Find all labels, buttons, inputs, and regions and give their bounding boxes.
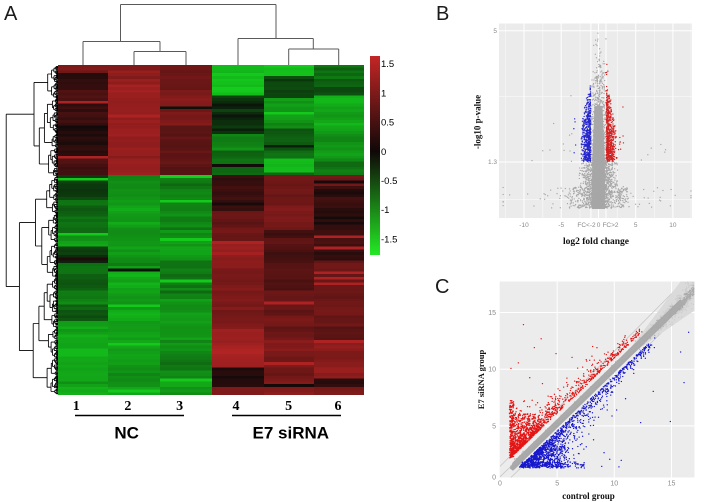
- svg-text:FC>2: FC>2: [602, 222, 618, 229]
- svg-text:4: 4: [233, 399, 240, 414]
- svg-text:-1.5: -1.5: [381, 235, 397, 246]
- svg-text:0: 0: [492, 475, 496, 482]
- svg-text:1: 1: [73, 399, 80, 414]
- svg-text:5: 5: [634, 222, 638, 229]
- svg-text:10: 10: [669, 222, 677, 229]
- svg-text:2: 2: [124, 399, 131, 414]
- svg-text:15: 15: [488, 310, 496, 317]
- svg-text:E7 siRNA: E7 siRNA: [253, 424, 330, 443]
- svg-text:-1: -1: [381, 205, 389, 216]
- svg-text:5: 5: [555, 481, 559, 488]
- svg-text:0.5: 0.5: [381, 118, 394, 129]
- svg-text:control group: control group: [562, 491, 614, 501]
- svg-text:0: 0: [597, 222, 601, 229]
- svg-text:-5: -5: [558, 222, 564, 229]
- svg-text:0: 0: [498, 481, 502, 488]
- svg-text:-10: -10: [519, 222, 529, 229]
- svg-text:1.5: 1.5: [381, 59, 394, 70]
- svg-text:E7 siRNA group: E7 siRNA group: [476, 350, 486, 410]
- svg-text:15: 15: [668, 481, 676, 488]
- svg-text:6: 6: [335, 399, 342, 414]
- svg-text:-0.5: -0.5: [381, 176, 397, 187]
- svg-text:log2 fold change: log2 fold change: [563, 237, 629, 247]
- svg-text:0: 0: [381, 147, 386, 158]
- svg-text:1.3: 1.3: [488, 159, 497, 166]
- svg-text:3: 3: [176, 399, 183, 414]
- svg-text:FC<-2: FC<-2: [577, 222, 596, 229]
- svg-text:5: 5: [285, 399, 292, 414]
- svg-text:10: 10: [610, 481, 618, 488]
- svg-text:5: 5: [492, 423, 496, 430]
- svg-text:1: 1: [381, 89, 386, 100]
- svg-text:-log10 p-value: -log10 p-value: [473, 95, 483, 149]
- svg-text:5: 5: [493, 28, 497, 35]
- svg-text:10: 10: [488, 367, 496, 374]
- svg-text:NC: NC: [114, 424, 139, 443]
